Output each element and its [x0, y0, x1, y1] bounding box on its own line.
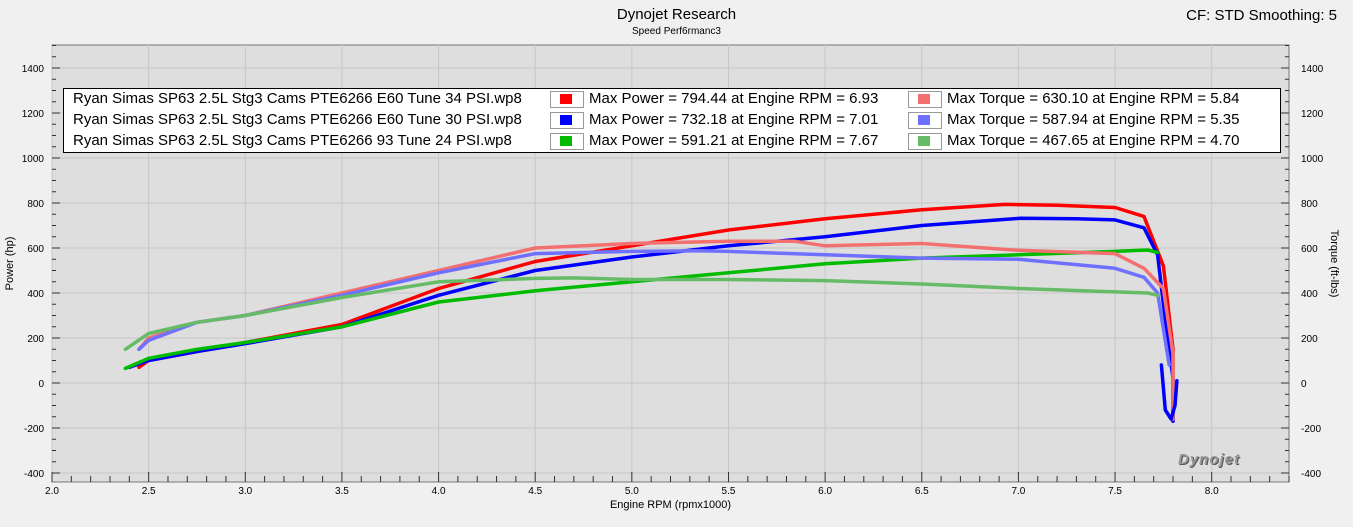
x-tick-label: 2.0	[45, 486, 59, 497]
y-tick-label: 1200	[22, 109, 45, 120]
x-tick-label: 2.5	[142, 486, 156, 497]
y2-tick-label: 600	[1301, 244, 1318, 255]
x-tick-label: 3.0	[238, 486, 252, 497]
y2-tick-label: 1000	[1301, 154, 1324, 165]
chart-title: Dynojet Research	[616, 6, 737, 23]
power-color-swatch	[560, 94, 572, 104]
curve-tail	[1159, 363, 1179, 421]
x-tick-label: 5.0	[625, 486, 639, 497]
y2-tick-label: 0	[1301, 379, 1307, 390]
y2-tick-label: 1200	[1301, 109, 1324, 120]
power-swatch	[550, 133, 584, 150]
legend-max-torque: Max Torque = 587.94 at Engine RPM = 5.35	[947, 111, 1240, 128]
y2-tick-label: 400	[1301, 289, 1318, 300]
x-tick-label: 5.5	[722, 486, 736, 497]
legend-run-name: Ryan Simas SP63 2.5L Stg3 Cams PTE6266 E…	[73, 90, 522, 107]
torque-swatch	[908, 91, 942, 108]
correction-factor-info: CF: STD Smoothing: 5	[1186, 7, 1337, 24]
y-tick-label: 200	[27, 334, 44, 345]
y2-tick-label: -200	[1301, 424, 1321, 435]
x-tick-label: 6.0	[818, 486, 832, 497]
y-tick-label: 1400	[22, 64, 45, 75]
x-axis-label: Engine RPM (rpmx1000)	[610, 499, 731, 511]
legend: Ryan Simas SP63 2.5L Stg3 Cams PTE6266 E…	[63, 88, 1281, 153]
torque-color-swatch	[918, 94, 930, 104]
y-axis-label: Power (hp)	[4, 237, 16, 291]
y-tick-label: 0	[38, 379, 44, 390]
legend-max-power: Max Power = 794.44 at Engine RPM = 6.93	[589, 90, 879, 107]
torque-color-swatch	[918, 136, 930, 146]
y-tick-label: 400	[27, 289, 44, 300]
power-swatch	[550, 91, 584, 108]
legend-max-power: Max Power = 732.18 at Engine RPM = 7.01	[589, 111, 879, 128]
y2-tick-label: 1400	[1301, 64, 1324, 75]
x-tick-label: 8.0	[1205, 486, 1219, 497]
torque-swatch	[908, 112, 942, 129]
x-tick-label: 4.5	[528, 486, 542, 497]
y2-axis-label: Torque (ft-lbs)	[1328, 230, 1340, 298]
legend-row: Ryan Simas SP63 2.5L Stg3 Cams PTE6266 9…	[64, 131, 1280, 152]
power-color-swatch	[560, 136, 572, 146]
x-tick-label: 7.5	[1108, 486, 1122, 497]
y-tick-label: -400	[24, 469, 44, 480]
chart-subtitle: Speed Perf6rmanc3	[632, 26, 721, 37]
legend-run-name: Ryan Simas SP63 2.5L Stg3 Cams PTE6266 E…	[73, 111, 522, 128]
legend-run-name: Ryan Simas SP63 2.5L Stg3 Cams PTE6266 9…	[73, 132, 512, 149]
torque-color-swatch	[918, 115, 930, 125]
x-tick-label: 7.0	[1011, 486, 1025, 497]
legend-max-torque: Max Torque = 467.65 at Engine RPM = 4.70	[947, 132, 1240, 149]
y-tick-label: 1000	[22, 154, 45, 165]
legend-max-torque: Max Torque = 630.10 at Engine RPM = 5.84	[947, 90, 1240, 107]
y2-tick-label: -400	[1301, 469, 1321, 480]
power-color-swatch	[560, 115, 572, 125]
torque-swatch	[908, 133, 942, 150]
legend-row: Ryan Simas SP63 2.5L Stg3 Cams PTE6266 E…	[64, 110, 1280, 131]
y2-tick-label: 800	[1301, 199, 1318, 210]
x-tick-label: 6.5	[915, 486, 929, 497]
y-tick-label: 600	[27, 244, 44, 255]
legend-max-power: Max Power = 591.21 at Engine RPM = 7.67	[589, 132, 879, 149]
y2-tick-label: 200	[1301, 334, 1318, 345]
torque-curve	[123, 276, 1160, 352]
x-tick-label: 4.0	[432, 486, 446, 497]
legend-row: Ryan Simas SP63 2.5L Stg3 Cams PTE6266 E…	[64, 89, 1280, 110]
power-swatch	[550, 112, 584, 129]
y-tick-label: -200	[24, 424, 44, 435]
y-tick-label: 800	[27, 199, 44, 210]
dynojet-logo: Dynojet	[1178, 451, 1241, 468]
x-tick-label: 3.5	[335, 486, 349, 497]
